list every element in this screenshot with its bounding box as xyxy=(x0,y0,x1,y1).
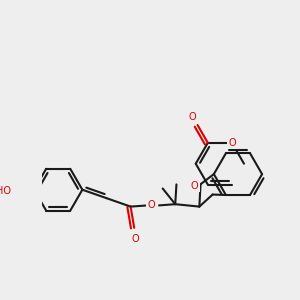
Text: O: O xyxy=(228,138,236,148)
Text: O: O xyxy=(191,181,198,191)
Text: O: O xyxy=(148,200,155,210)
Text: HO: HO xyxy=(0,186,11,196)
Text: O: O xyxy=(189,112,196,122)
Text: O: O xyxy=(132,234,139,244)
